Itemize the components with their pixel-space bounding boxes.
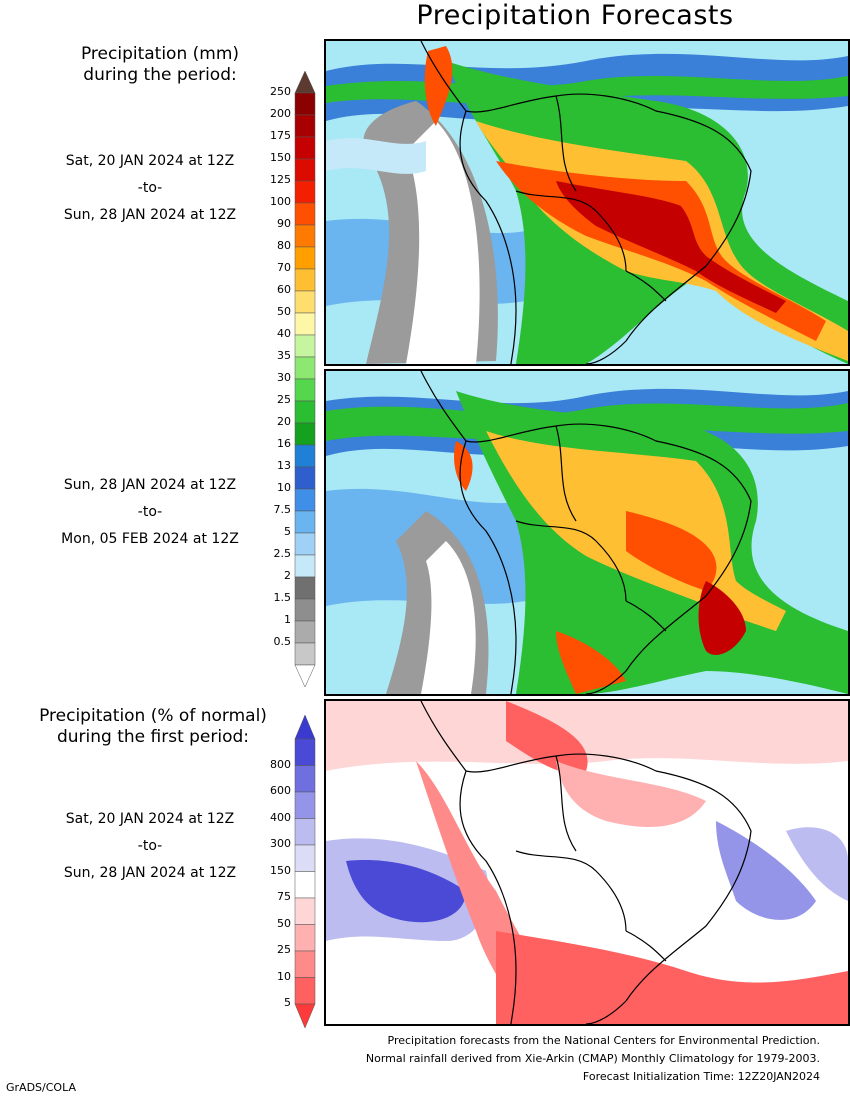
colorbar-swatch [294,950,316,978]
colorbar-tick-label: 175 [270,129,291,142]
colorbar-tick-label: 80 [277,239,291,252]
page-title: Precipitation Forecasts [416,0,734,31]
colorbar-tick-label: 250 [270,85,291,98]
colorbar-tick-label: 10 [277,969,291,983]
period-2-sep: -to- [137,504,163,520]
precip-legend-heading-line2: during the period: [83,65,237,85]
colorbar-tick-label: 70 [277,261,291,274]
colorbar-tick-label: 200 [270,107,291,120]
colorbar-tick-label: 800 [270,757,291,771]
colorbar-tick-label: 100 [270,195,291,208]
colorbar-tick-label: 125 [270,173,291,186]
colorbar-swatch [294,977,316,1005]
colorbar-tick-label: 90 [277,217,291,230]
period-1-sep: -to- [137,180,163,196]
colorbar-tick-label: 600 [270,784,291,797]
period-1-start: Sat, 20 JAN 2024 at 12Z [65,153,235,169]
percent-normal-map [326,701,848,1024]
colorbar-tick-label: 5 [284,525,291,538]
colorbar-tick-label: 60 [277,283,291,296]
colorbar-tick-label: 20 [277,415,291,428]
colorbar-tick-label: 1.5 [273,591,292,604]
anomaly-legend-heading-line1: Precipitation (% of normal) [39,706,267,726]
colorbar-tick-label: 75 [277,890,291,903]
colorbar-swatch [294,818,316,846]
colorbar-tick-label: 150 [270,151,291,164]
period-2-start: Sun, 28 JAN 2024 at 12Z [63,477,237,493]
precip-map-period-1 [326,41,848,364]
colorbar-tick-label: 25 [277,393,291,406]
colorbar-tick-label: 7.5 [273,503,292,516]
colorbar-bottom-arrow [294,1003,316,1029]
colorbar-tick-label: 5 [284,996,291,1009]
footer-line-3: Forecast Initialization Time: 12Z20JAN20… [582,1070,820,1083]
period-3-end: Sun, 28 JAN 2024 at 12Z [63,865,237,881]
period-1-end: Sun, 28 JAN 2024 at 12Z [63,207,237,223]
colorbar-swatch [294,871,316,899]
map-panel-percent-normal [324,699,850,1026]
colorbar-tick-label: 1 [284,613,291,626]
colorbar-swatch [294,897,316,925]
colorbar-tick-label: 35 [277,349,291,362]
colorbar-tick-label: 13 [277,459,291,472]
colorbar-tick-label: 40 [277,327,291,340]
grads-credit: GrADS/COLA [6,1081,76,1094]
colorbar-tick-label: 2.5 [273,547,292,560]
colorbar-tick-label: 2 [284,569,291,582]
footer-line-1: Precipitation forecasts from the Nationa… [387,1034,821,1047]
colorbar-swatch [294,924,316,952]
anomaly-legend-heading-line2: during the first period: [56,727,250,747]
map-panel-period-1 [324,39,850,366]
colorbar-tick-label: 0.5 [273,635,292,648]
colorbar-swatch [294,844,316,872]
period-2-label: Sun, 28 JAN 2024 at 12Z -to- Mon, 05 FEB… [30,472,270,553]
colorbar-tick-label: 300 [270,837,291,850]
colorbar-swatch [294,791,316,819]
colorbar-tick-label: 50 [277,916,291,930]
colorbar-tick-label: 25 [277,943,291,956]
period-3-start: Sat, 20 JAN 2024 at 12Z [65,811,235,827]
precip-map-period-2 [326,371,848,694]
colorbar-tick-label: 150 [270,863,291,877]
cbar-top-svg [294,70,316,688]
period-2-end: Mon, 05 FEB 2024 at 12Z [61,531,239,547]
colorbar-bottom-arrow [294,664,316,688]
colorbar-tick-label: 16 [277,437,291,450]
period-3-sep: -to- [137,838,163,854]
period-1-label: Sat, 20 JAN 2024 at 12Z -to- Sun, 28 JAN… [30,148,270,229]
colorbar-tick-label: 400 [270,810,291,824]
anomaly-legend-heading: Precipitation (% of normal) during the f… [8,706,298,748]
cbar-bot-svg [294,714,316,1029]
map-panel-period-2 [324,369,850,696]
colorbar-tick-label: 30 [277,371,291,384]
colorbar-swatch [294,765,316,793]
footer-notes: Precipitation forecasts from the Nationa… [366,1032,820,1086]
precip-legend-heading: Precipitation (mm) during the period: [40,44,280,86]
colorbar-top-arrow [294,714,316,740]
colorbar-swatch [294,738,316,766]
precip-legend-heading-line1: Precipitation (mm) [80,44,240,64]
colorbar-tick-label: 10 [277,481,291,494]
footer-line-2: Normal rainfall derived from Xie-Arkin (… [365,1052,820,1065]
period-3-label: Sat, 20 JAN 2024 at 12Z -to- Sun, 28 JAN… [30,806,270,887]
colorbar-tick-label: 50 [277,305,291,318]
